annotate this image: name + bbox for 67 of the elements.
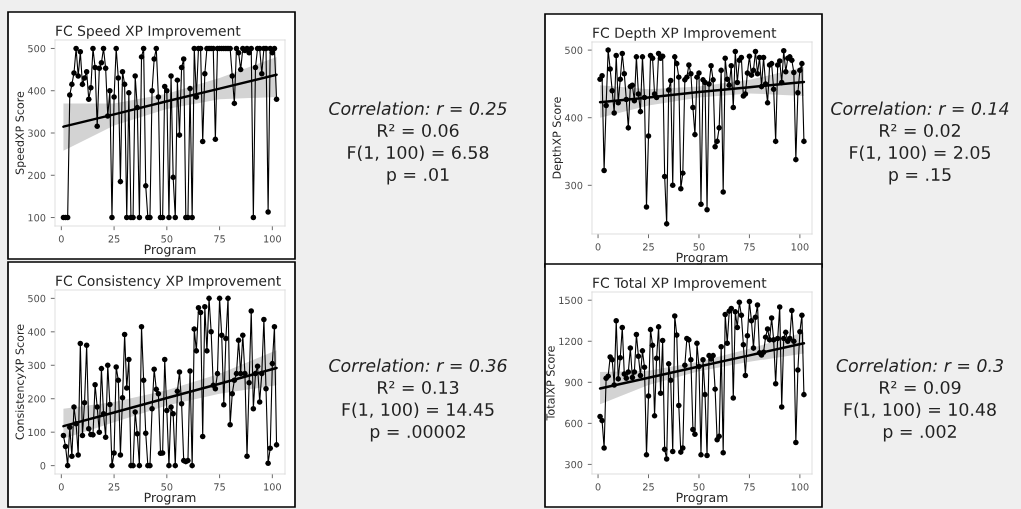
- y-tick-label: 400: [564, 114, 583, 122]
- y-tick-label: 0: [40, 462, 46, 470]
- x-axis-title: Program: [676, 492, 728, 505]
- y-tick-label: 600: [565, 419, 583, 428]
- x-tick-label: 75: [214, 235, 225, 243]
- x-tick-label: 0: [595, 483, 601, 491]
- x-tick-label: 25: [643, 483, 654, 491]
- y-tick-label: 200: [28, 395, 46, 403]
- y-tick-label: 500: [28, 44, 46, 53]
- y-tick-label: 300: [565, 181, 583, 190]
- y-tick-label: 200: [28, 171, 46, 180]
- x-axis-title: Program: [676, 252, 728, 265]
- y-axis-title: TotalXP Score: [546, 346, 555, 421]
- y-tick-label: 400: [27, 87, 46, 95]
- y-tick-label: 500: [28, 294, 46, 303]
- y-tick-label: 500: [565, 46, 583, 54]
- y-axis-title: ConsistencyXP Score: [15, 324, 27, 440]
- x-tick-label: 25: [108, 483, 120, 491]
- y-tick-label: 900: [565, 378, 583, 387]
- text: R² = 0.06: [378, 123, 459, 138]
- text: R² = 0.02: [880, 123, 960, 138]
- y-tick-label: 300: [28, 129, 46, 137]
- y-tick-label: 100: [28, 214, 46, 222]
- x-tick-label: 50: [161, 235, 173, 243]
- text: p = .01: [387, 167, 449, 185]
- y-tick-label: 100: [28, 428, 46, 437]
- text: R² = 0.09: [880, 380, 961, 395]
- x-tick-label: 75: [744, 243, 755, 251]
- chart-title: FC Consistency XP Improvement: [56, 275, 281, 289]
- chart-title: FC Speed XP Improvement: [56, 25, 241, 39]
- x-tick-label: 75: [744, 483, 755, 491]
- x-tick-label: 0: [58, 235, 64, 243]
- text: F(1, 100) = 10.48: [844, 402, 996, 419]
- x-tick-label: 0: [595, 243, 601, 251]
- text: p = .002: [883, 424, 956, 442]
- y-tick-label: 300: [28, 361, 46, 370]
- y-tick-label: 1200: [559, 337, 583, 346]
- y-axis-title: SpeedXP Score: [15, 91, 27, 175]
- x-tick-label: 100: [791, 483, 809, 491]
- text: Correlation: r = 0.25: [329, 101, 507, 116]
- y-tick-label: 400: [27, 328, 46, 336]
- y-axis-title: DepthXP Score: [552, 97, 564, 179]
- x-tick-label: 25: [643, 243, 654, 251]
- x-tick-label: 100: [791, 243, 809, 251]
- chart-title: FC Depth XP Improvement: [593, 27, 777, 41]
- text: Correlation: r = 0.3: [836, 358, 1003, 373]
- text: F(1, 100) = 2.05: [850, 145, 990, 162]
- x-tick-label: 25: [108, 235, 120, 243]
- x-tick-label: 50: [693, 483, 705, 491]
- y-tick-label: 1500: [559, 296, 583, 305]
- x-tick-label: 0: [58, 483, 64, 491]
- chart-title: FC Total XP Improvement: [593, 277, 767, 291]
- x-tick-label: 75: [214, 483, 225, 491]
- text: F(1, 100) = 14.45: [342, 402, 494, 419]
- x-axis-title: Program: [144, 492, 196, 505]
- text: Correlation: r = 0.36: [329, 358, 507, 373]
- x-axis-title: Program: [144, 244, 196, 257]
- x-tick-label: 100: [264, 483, 281, 491]
- text: Correlation: r = 0.14: [831, 101, 1009, 116]
- x-tick-label: 50: [693, 243, 705, 251]
- text: F(1, 100) = 6.58: [348, 145, 489, 162]
- text: R² = 0.13: [378, 380, 459, 395]
- x-tick-label: 50: [161, 483, 173, 491]
- text: p = .15: [889, 168, 951, 185]
- y-tick-label: 300: [565, 460, 583, 469]
- x-tick-label: 100: [264, 235, 281, 243]
- text: p = .00002: [370, 424, 465, 442]
